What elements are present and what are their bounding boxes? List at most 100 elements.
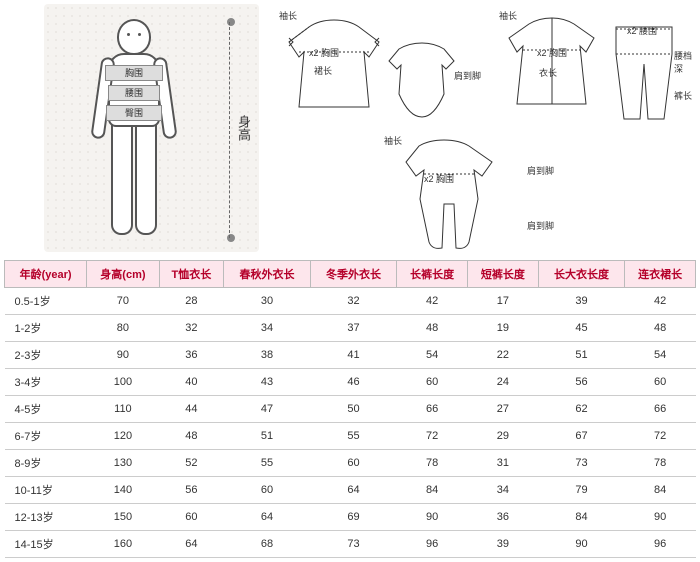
table-cell: 160 [87, 531, 159, 558]
table-cell: 34 [224, 315, 311, 342]
diagram-section: 胸围 腰围 臀围 身高 袖长 x2 胸围 裙长 肩到脚 [0, 0, 700, 256]
table-cell: 60 [224, 477, 311, 504]
skirt-label: 裙长 [314, 64, 332, 77]
table-cell: 55 [310, 423, 397, 450]
table-cell: 130 [87, 450, 159, 477]
table-cell: 60 [625, 369, 696, 396]
chest-label-2: x2 胸围 [537, 46, 567, 59]
table-cell: 78 [625, 450, 696, 477]
chest-band: 胸围 [105, 65, 163, 81]
table-row: 3-4岁10040434660245660 [5, 369, 696, 396]
table-cell: 32 [310, 288, 397, 315]
table-cell: 73 [310, 531, 397, 558]
table-cell: 32 [159, 315, 224, 342]
waist-band: 腰围 [108, 85, 160, 101]
crotch-label: 腰档深 [674, 49, 696, 75]
table-cell: 90 [397, 504, 468, 531]
table-cell: 51 [538, 342, 625, 369]
figure-legs [94, 125, 174, 235]
table-cell: 60 [397, 369, 468, 396]
table-row: 10-11岁14056606484347984 [5, 477, 696, 504]
table-row: 4-5岁11044475066276266 [5, 396, 696, 423]
table-cell: 79 [538, 477, 625, 504]
sleeve-label-3: 袖长 [384, 134, 402, 147]
table-cell: 78 [397, 450, 468, 477]
table-cell: 3-4岁 [5, 369, 87, 396]
column-header: T恤衣长 [159, 261, 224, 288]
table-cell: 64 [224, 504, 311, 531]
table-cell: 56 [538, 369, 625, 396]
table-cell: 70 [87, 288, 159, 315]
table-cell: 28 [159, 288, 224, 315]
table-cell: 69 [310, 504, 397, 531]
table-cell: 48 [625, 315, 696, 342]
table-cell: 4-5岁 [5, 396, 87, 423]
table-cell: 46 [310, 369, 397, 396]
table-cell: 96 [625, 531, 696, 558]
table-cell: 64 [159, 531, 224, 558]
table-cell: 10-11岁 [5, 477, 87, 504]
table-row: 0.5-1岁7028303242173942 [5, 288, 696, 315]
table-cell: 24 [468, 369, 539, 396]
table-cell: 48 [397, 315, 468, 342]
table-cell: 56 [159, 477, 224, 504]
table-cell: 34 [468, 477, 539, 504]
body-measurement-diagram: 胸围 腰围 臀围 身高 [44, 4, 259, 252]
table-cell: 120 [87, 423, 159, 450]
table-cell: 62 [538, 396, 625, 423]
table-cell: 150 [87, 504, 159, 531]
shoulder-foot-label-2: 肩到脚 [527, 164, 554, 177]
table-cell: 30 [224, 288, 311, 315]
table-cell: 50 [310, 396, 397, 423]
table-cell: 54 [625, 342, 696, 369]
figure-torso: 胸围 腰围 臀围 [108, 53, 160, 127]
size-chart-table: 年龄(year)身高(cm)T恤衣长春秋外衣长冬季外衣长长裤长度短裤长度长大衣长… [4, 260, 696, 558]
table-row: 2-3岁9036384154225154 [5, 342, 696, 369]
height-label: 身高 [234, 115, 253, 141]
table-cell: 12-13岁 [5, 504, 87, 531]
table-cell: 72 [397, 423, 468, 450]
column-header: 年龄(year) [5, 261, 87, 288]
table-cell: 73 [538, 450, 625, 477]
table-cell: 47 [224, 396, 311, 423]
pants-len-label: 裤长 [674, 89, 692, 102]
table-cell: 39 [468, 531, 539, 558]
table-cell: 60 [310, 450, 397, 477]
table-cell: 68 [224, 531, 311, 558]
table-cell: 72 [625, 423, 696, 450]
table-cell: 27 [468, 396, 539, 423]
table-cell: 67 [538, 423, 625, 450]
table-cell: 36 [468, 504, 539, 531]
table-cell: 90 [538, 531, 625, 558]
table-cell: 100 [87, 369, 159, 396]
table-row: 12-13岁15060646990368490 [5, 504, 696, 531]
column-header: 连衣裙长 [625, 261, 696, 288]
column-header: 长大衣长度 [538, 261, 625, 288]
table-cell: 140 [87, 477, 159, 504]
table-row: 14-15岁16064687396399096 [5, 531, 696, 558]
table-cell: 31 [468, 450, 539, 477]
table-row: 6-7岁12048515572296772 [5, 423, 696, 450]
column-header: 身高(cm) [87, 261, 159, 288]
table-cell: 64 [310, 477, 397, 504]
table-cell: 1-2岁 [5, 315, 87, 342]
table-cell: 2-3岁 [5, 342, 87, 369]
table-cell: 45 [538, 315, 625, 342]
footie-diagram [374, 134, 524, 254]
column-header: 冬季外衣长 [310, 261, 397, 288]
table-row: 8-9岁13052556078317378 [5, 450, 696, 477]
garment-diagrams: 袖长 x2 胸围 裙长 肩到脚 袖长 x2 胸围 衣长 x2 腰围 腰档深 裤长… [259, 4, 696, 252]
table-cell: 29 [468, 423, 539, 450]
sleeve-label-2: 袖长 [499, 9, 517, 22]
table-cell: 48 [159, 423, 224, 450]
table-cell: 43 [224, 369, 311, 396]
table-cell: 66 [625, 396, 696, 423]
table-cell: 39 [538, 288, 625, 315]
sleeve-label: 袖长 [279, 9, 297, 22]
table-cell: 84 [538, 504, 625, 531]
chest-label-3: x2 胸围 [424, 172, 454, 185]
table-cell: 42 [397, 288, 468, 315]
hip-band: 臀围 [106, 105, 162, 121]
table-cell: 90 [87, 342, 159, 369]
height-line [229, 22, 231, 238]
